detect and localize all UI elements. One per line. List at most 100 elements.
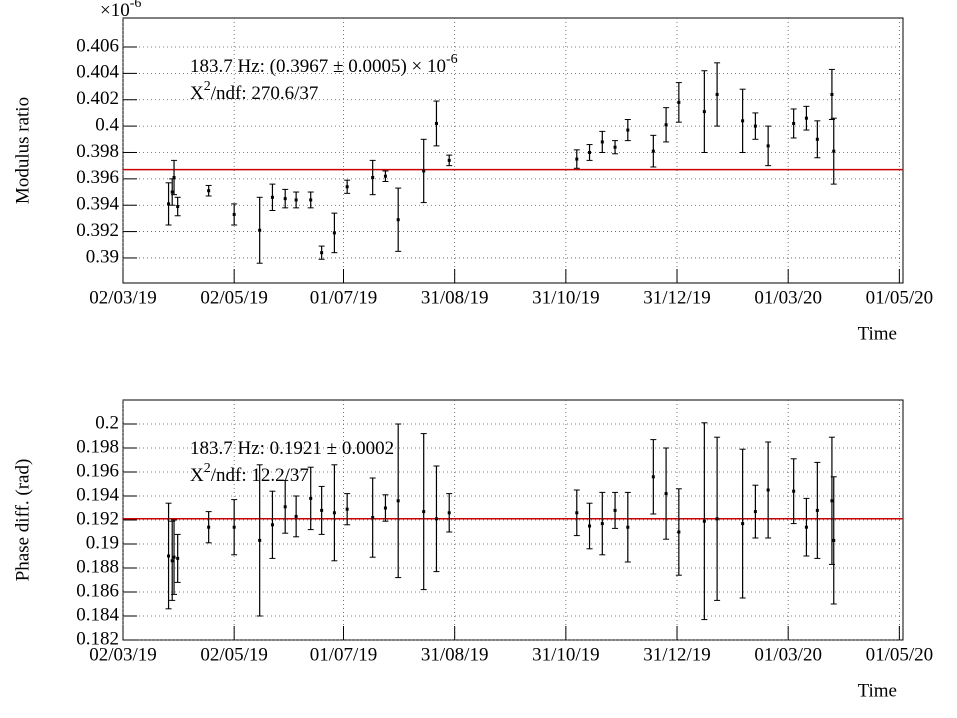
data-point bbox=[613, 508, 617, 512]
x-tick-label: 01/07/19 bbox=[310, 644, 378, 665]
data-point bbox=[447, 511, 451, 515]
data-point bbox=[396, 218, 400, 222]
x-tick-label: 01/03/20 bbox=[754, 644, 822, 665]
y-tick-label: 0.394 bbox=[76, 194, 119, 215]
y-tick-label: 0.192 bbox=[76, 508, 119, 529]
data-point bbox=[332, 511, 336, 515]
data-point bbox=[715, 517, 719, 521]
data-point bbox=[232, 525, 236, 529]
chi2-annotation: X2/ndf: 270.6/37 bbox=[190, 79, 318, 104]
y-tick-label: 0.2 bbox=[95, 412, 119, 433]
x-tick-label: 31/08/19 bbox=[421, 287, 489, 308]
data-point bbox=[830, 499, 834, 503]
y-tick-label: 0.19 bbox=[86, 532, 119, 553]
data-point bbox=[447, 158, 451, 162]
x-tick-label: 01/03/20 bbox=[754, 287, 822, 308]
data-point bbox=[613, 145, 617, 149]
y-tick-label: 0.196 bbox=[76, 460, 119, 481]
data-point bbox=[830, 92, 834, 96]
panel: 0.39 0.392 0.394 0.396 0.398 0.4 0.402 0.404 0.4… bbox=[12, 0, 933, 344]
y-tick-label: 0.188 bbox=[76, 556, 119, 577]
x-tick-label: 02/03/19 bbox=[89, 644, 157, 665]
data-point bbox=[702, 519, 706, 523]
data-point bbox=[422, 510, 426, 514]
fit-annotation: 183.7 Hz: (0.3967 ± 0.0005) × 10-6 bbox=[190, 52, 458, 77]
data-point bbox=[434, 121, 438, 125]
data-point bbox=[575, 157, 579, 161]
data-point bbox=[320, 251, 324, 255]
data-point bbox=[651, 475, 655, 479]
y-axis-label: Modulus ratio bbox=[12, 97, 33, 204]
x-tick-label: 01/05/20 bbox=[866, 644, 934, 665]
data-point bbox=[383, 506, 387, 510]
data-point bbox=[345, 507, 349, 511]
data-point bbox=[270, 523, 274, 527]
y-tick-label: 0.404 bbox=[76, 62, 119, 83]
x-tick-label: 02/05/19 bbox=[200, 644, 268, 665]
chi2-symbol: X bbox=[190, 83, 204, 104]
data-point bbox=[702, 110, 706, 114]
x-tick-label: 01/07/19 bbox=[310, 287, 378, 308]
data-point bbox=[434, 517, 438, 521]
data-point bbox=[332, 231, 336, 235]
data-point bbox=[172, 176, 176, 180]
fit-annotation: 183.7 Hz: 0.1921 ± 0.0002 bbox=[190, 438, 394, 459]
data-point bbox=[588, 524, 592, 528]
data-point bbox=[294, 198, 298, 202]
x-axis-label: Time bbox=[858, 323, 897, 344]
y-axis-label: Phase diff. (rad) bbox=[12, 459, 33, 582]
data-point bbox=[677, 530, 681, 534]
y-tick-label: 0.198 bbox=[76, 436, 119, 457]
data-point bbox=[396, 499, 400, 503]
data-point bbox=[294, 514, 298, 518]
data-point bbox=[371, 176, 375, 180]
fit-text: 183.7 Hz: 0.1921 ± 0.0002 bbox=[190, 438, 394, 459]
x-tick-label: 31/12/19 bbox=[643, 644, 711, 665]
data-point bbox=[715, 92, 719, 96]
data-point bbox=[422, 169, 426, 173]
y-tick-label: 0.406 bbox=[76, 35, 119, 56]
data-point bbox=[741, 119, 745, 123]
data-point bbox=[664, 492, 668, 496]
data-point bbox=[626, 128, 630, 132]
data-point bbox=[600, 140, 604, 144]
data-point bbox=[383, 174, 387, 178]
data-point bbox=[167, 202, 171, 206]
chi2-exponent: 2 bbox=[204, 461, 211, 476]
x-tick-label: 01/05/20 bbox=[866, 287, 934, 308]
data-point bbox=[815, 137, 819, 141]
data-point bbox=[283, 197, 287, 201]
data-point bbox=[283, 505, 287, 509]
data-point bbox=[766, 488, 770, 492]
x-tick-label: 31/10/19 bbox=[532, 287, 600, 308]
data-point bbox=[172, 555, 176, 559]
data-point bbox=[258, 228, 262, 232]
chi2-text: /ndf: 270.6/37 bbox=[211, 83, 319, 104]
chi2-exponent: 2 bbox=[204, 79, 211, 94]
y-tick-label: 0.402 bbox=[76, 88, 119, 109]
y-tick-label: 0.392 bbox=[76, 220, 119, 241]
data-point bbox=[170, 559, 174, 563]
data-point bbox=[320, 508, 324, 512]
multiplier-text: ×10 bbox=[100, 0, 130, 21]
data-point bbox=[792, 121, 796, 125]
chi2-annotation: X2/ndf: 12.2/37 bbox=[190, 461, 309, 486]
data-point bbox=[832, 538, 836, 542]
panel: 0.182 0.184 0.186 0.188 0.19 0.192 0.194 0.196 0… bbox=[12, 399, 934, 701]
data-point bbox=[741, 522, 745, 526]
data-point bbox=[575, 511, 579, 515]
data-point bbox=[270, 195, 274, 199]
data-point bbox=[371, 516, 375, 520]
fit-text: 183.7 Hz: (0.3967 ± 0.0005) × 10 bbox=[190, 56, 446, 77]
data-point bbox=[753, 510, 757, 514]
data-point bbox=[345, 185, 349, 189]
y-tick-label: 0.398 bbox=[76, 141, 119, 162]
data-point bbox=[232, 212, 236, 216]
y-tick-label: 0.182 bbox=[76, 628, 119, 649]
data-point bbox=[167, 554, 171, 558]
axis-multiplier: ×10-6 bbox=[100, 0, 141, 21]
data-point bbox=[651, 149, 655, 153]
data-point bbox=[792, 489, 796, 493]
data-point bbox=[176, 205, 180, 209]
data-point bbox=[753, 124, 757, 128]
